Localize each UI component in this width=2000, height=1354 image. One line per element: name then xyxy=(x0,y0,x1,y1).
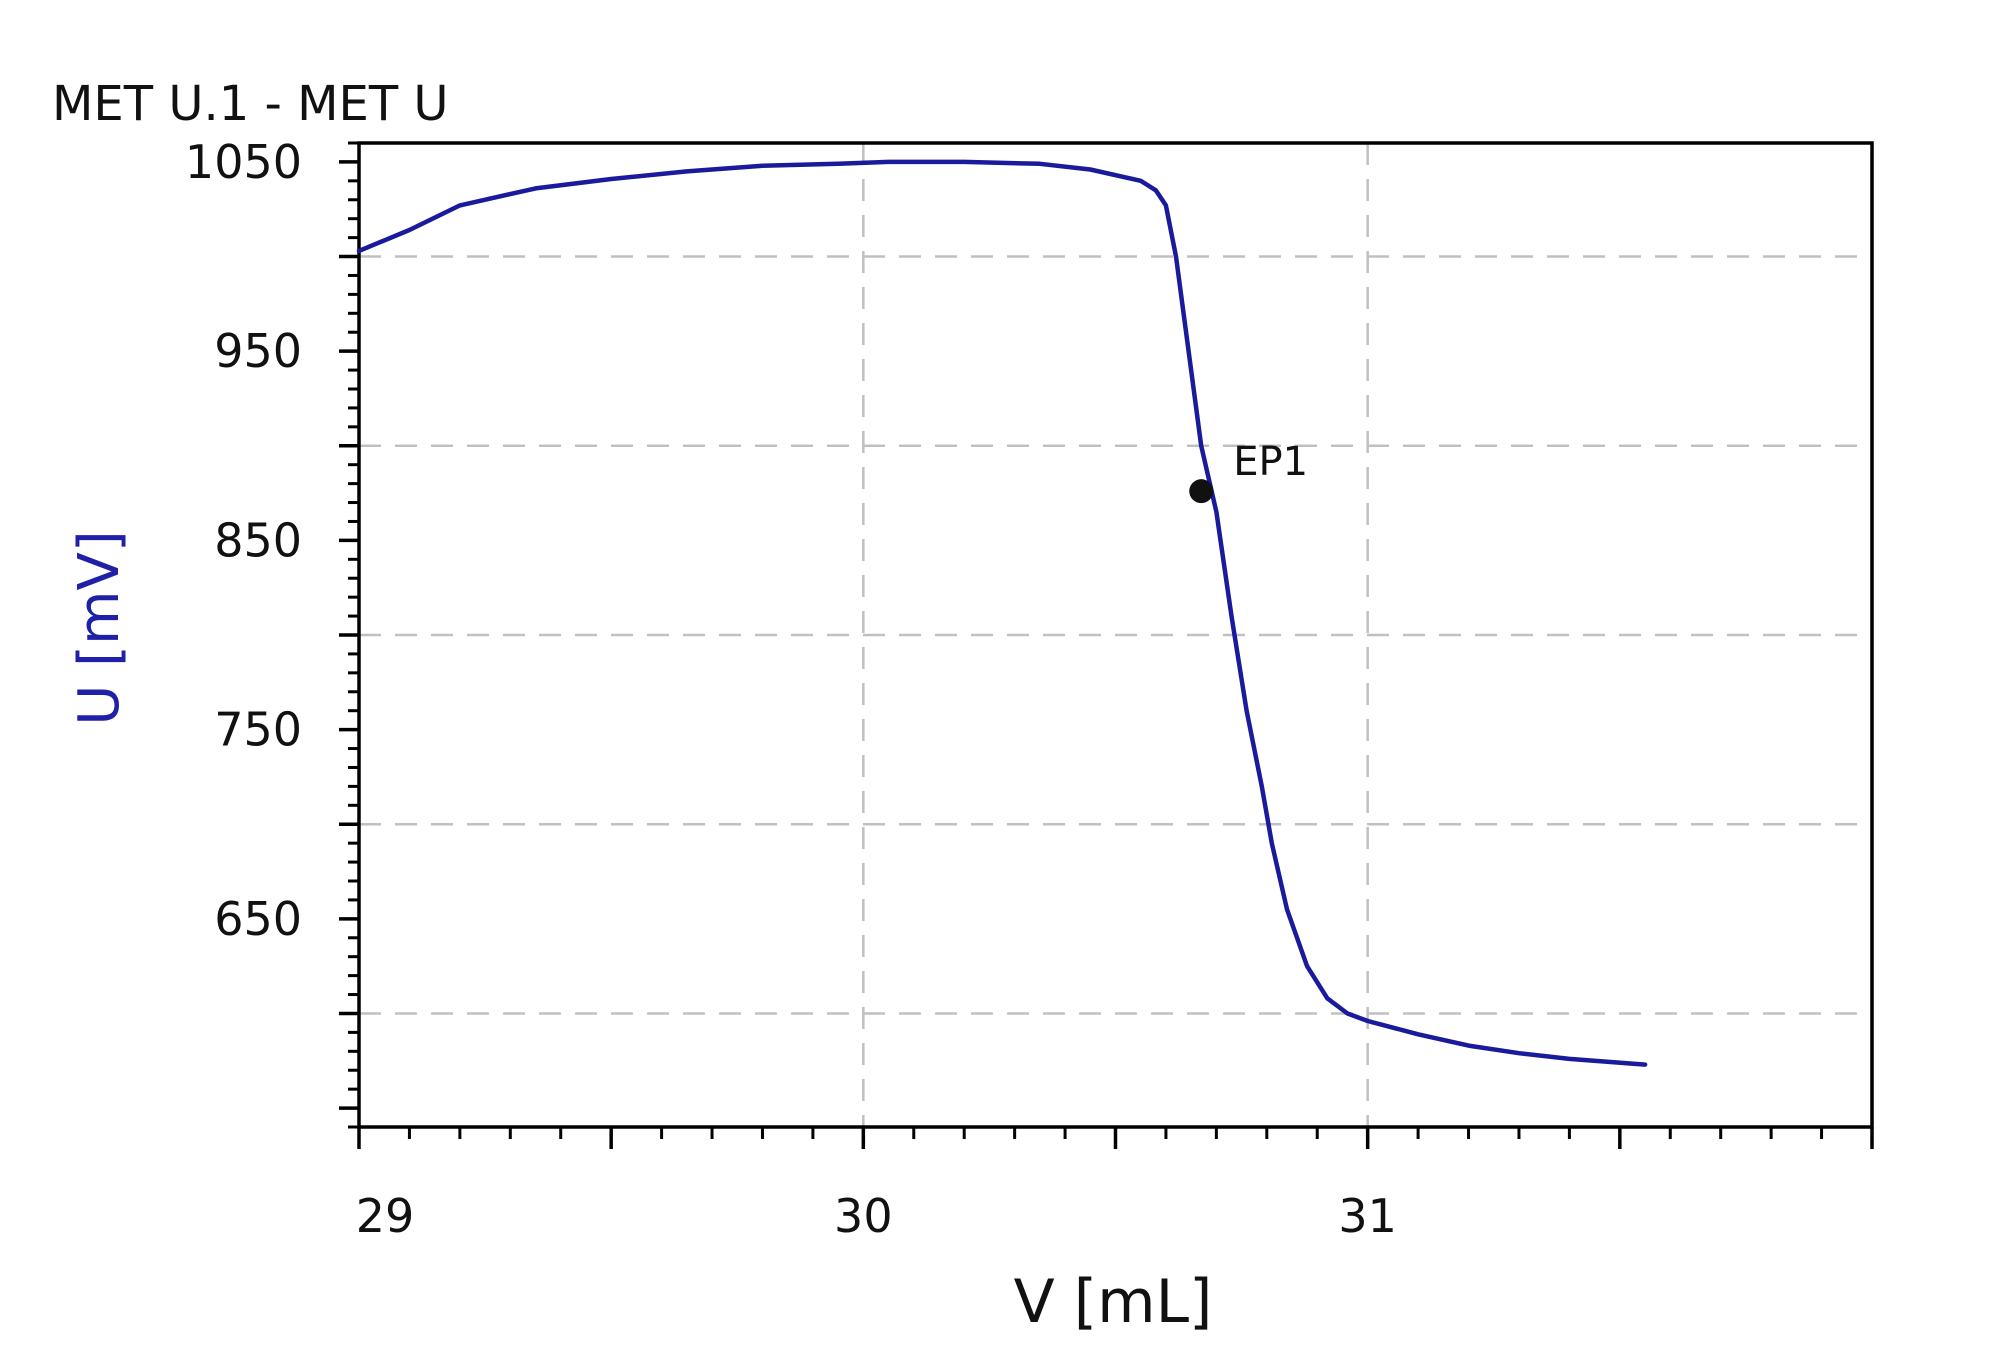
grid-layer xyxy=(359,143,1872,1127)
series-layer xyxy=(356,159,1648,1067)
x-axis-label: V [mL] xyxy=(1014,1267,1213,1337)
endpoint-marker xyxy=(1189,479,1214,504)
y-tick-label: 750 xyxy=(214,703,302,757)
axes-layer: 650 750 850 950 1050 29 30 31 xyxy=(185,135,1874,1243)
endpoint-label: EP1 xyxy=(1233,439,1308,485)
x-tick-label: 29 xyxy=(356,1189,415,1243)
annotation-layer: EP1 xyxy=(1189,439,1308,504)
x-tick-label: 31 xyxy=(1338,1189,1397,1243)
y-axis-label: U [mV] xyxy=(67,530,132,725)
y-tick-label: 650 xyxy=(214,892,302,946)
y-tick-label: 1050 xyxy=(185,135,302,189)
y-tick-label: 850 xyxy=(214,513,302,567)
y-tick-label: 950 xyxy=(214,324,302,378)
chart-title: MET U.1 - MET U xyxy=(52,76,449,132)
series-line xyxy=(356,159,1648,1067)
x-tick-label: 30 xyxy=(834,1189,893,1243)
